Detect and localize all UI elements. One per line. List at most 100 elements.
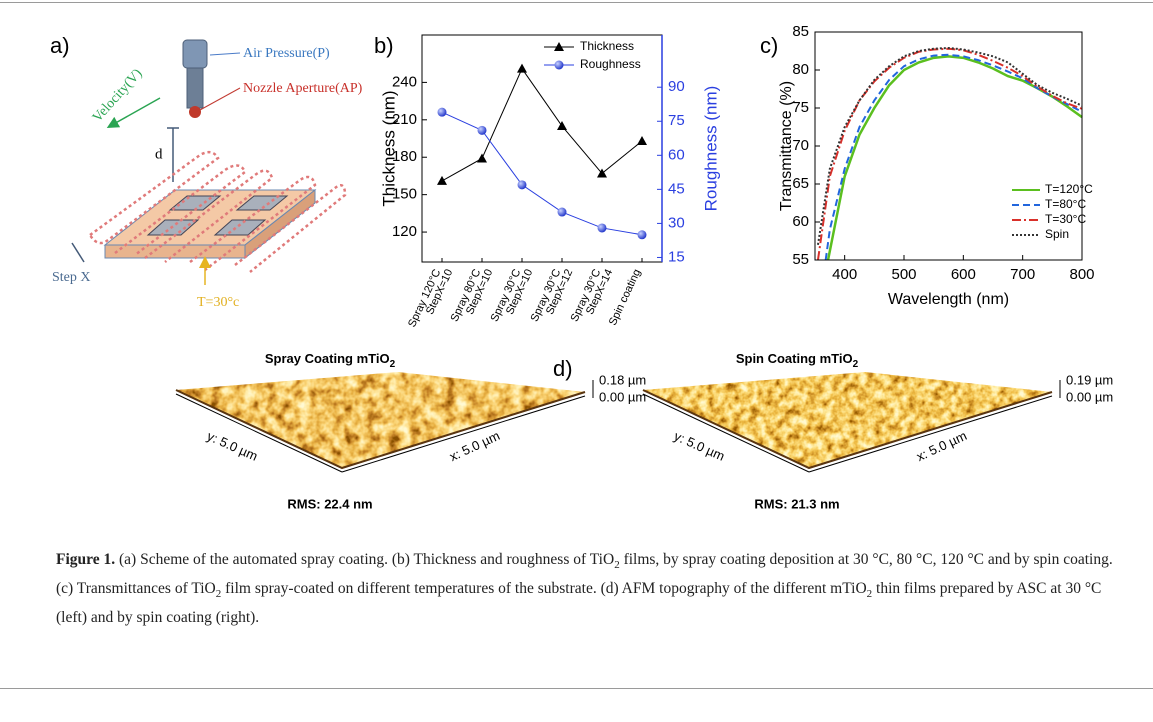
- series-line: [824, 53, 1083, 261]
- caption-text: film spray-coated on different temperatu…: [221, 580, 867, 598]
- legend-label: Thickness: [580, 39, 634, 53]
- y2-tick-label: 30: [668, 214, 685, 231]
- subscript: 2: [853, 359, 859, 370]
- subscript: 2: [866, 588, 873, 601]
- velocity-arrow: [106, 97, 161, 128]
- axis: [175, 393, 343, 473]
- z-max: 0.18 µm: [599, 372, 646, 387]
- series-line: [816, 46, 1083, 245]
- y-tick-label: 55: [792, 251, 809, 268]
- marker: [637, 230, 647, 240]
- marker: [477, 125, 487, 135]
- afm-title: Spray Coating mTiO2: [265, 351, 396, 369]
- step-bar: [71, 242, 85, 263]
- marker: [517, 180, 527, 190]
- y-tick-label: 65: [792, 175, 809, 192]
- legend-label: T=30°C: [1045, 212, 1086, 226]
- legend-marker: [554, 42, 564, 51]
- y2-tick-label: 45: [668, 180, 685, 197]
- legend-label: Spin: [1045, 227, 1069, 241]
- y-tick-label: 210: [392, 111, 417, 128]
- subscript: 2: [390, 359, 396, 370]
- marker: [637, 136, 647, 146]
- spray-path: [88, 150, 347, 273]
- pointer: [199, 87, 241, 111]
- y-tick-label: 70: [792, 137, 809, 154]
- legend-label: T=120°C: [1045, 182, 1093, 196]
- y-axis-label: y: 5.0 µm: [672, 428, 727, 464]
- y-tick-label: 85: [792, 23, 809, 40]
- marker: [557, 121, 567, 131]
- marker: [437, 107, 447, 117]
- label: Velocity(V): [90, 66, 146, 125]
- panel-label: c): [760, 33, 778, 58]
- marker: [557, 207, 567, 217]
- series-line: [441, 67, 643, 182]
- axis: [808, 395, 1053, 473]
- nozzle-body: [182, 39, 208, 69]
- caption: Figure 1. (a) Scheme of the automated sp…: [56, 548, 1126, 630]
- y-tick-label: 75: [792, 99, 809, 116]
- series-line: [441, 111, 643, 236]
- nozzle-neck: [186, 67, 204, 109]
- rms: RMS: 21.3 nm: [754, 496, 839, 511]
- y2-tick-label: 15: [668, 248, 685, 265]
- subscript: 2: [215, 588, 222, 601]
- x-tick-label: 500: [891, 266, 916, 283]
- y2-tick-label: 60: [668, 146, 685, 163]
- y-axis-label: Thickness (nm): [379, 90, 398, 206]
- caption-text: (a) Scheme of the automated spray coatin…: [115, 551, 615, 568]
- label: d: [155, 146, 163, 162]
- y2-tick-label: 90: [668, 78, 685, 95]
- marker: [477, 153, 487, 163]
- plot-frame: [814, 31, 1083, 261]
- x-tick-label: 800: [1069, 266, 1094, 283]
- axis: [642, 393, 810, 473]
- top-rule: [0, 2, 1153, 3]
- title-text: Spin Coating mTiO: [736, 351, 853, 366]
- y-tick-label: 180: [392, 148, 417, 165]
- label: T=30°c: [197, 295, 239, 310]
- label: Nozzle Aperture(AP): [243, 81, 363, 96]
- y-tick-label: 150: [392, 186, 417, 203]
- nozzle-tip: [189, 106, 201, 118]
- marker: [597, 168, 607, 178]
- y-axis-label: Transmittance (%): [778, 81, 795, 211]
- legend-label: T=80°C: [1045, 197, 1086, 211]
- y-tick-label: 240: [392, 73, 417, 90]
- bottom-rule: [0, 688, 1153, 689]
- x-tick-label: 700: [1010, 266, 1035, 283]
- label: Air Pressure(P): [243, 46, 330, 61]
- rms: RMS: 22.4 nm: [287, 496, 372, 511]
- y-tick-label: 120: [392, 223, 417, 240]
- marker: [597, 223, 607, 233]
- sample: [213, 219, 267, 236]
- substrate: [244, 188, 316, 260]
- caption-text: thin films prepared by ASC at 30 °C (lef…: [56, 580, 1102, 627]
- afm-edge: [642, 389, 1053, 470]
- marker: [517, 63, 527, 73]
- x-tick-label: 600: [951, 266, 976, 283]
- z-max: 0.19 µm: [1066, 372, 1113, 387]
- series-line: [826, 55, 1083, 261]
- label: Step X: [52, 270, 91, 285]
- legend-label: Roughness: [580, 57, 641, 71]
- title-text: Spray Coating mTiO: [265, 351, 390, 366]
- z-min: 0.00 µm: [1066, 389, 1113, 404]
- y2-axis-label: Roughness (nm): [701, 86, 720, 212]
- panel-label: b): [374, 33, 394, 58]
- x-axis-label: Wavelength (nm): [888, 291, 1009, 308]
- figure-label: Figure 1.: [56, 551, 116, 568]
- y-axis-label: y: 5.0 µm: [205, 428, 260, 464]
- panel-label: a): [50, 33, 70, 58]
- y2-tick-label: 75: [668, 112, 685, 129]
- subscript: 2: [614, 559, 620, 572]
- panel-label: d): [553, 356, 573, 381]
- y-tick-label: 80: [792, 61, 809, 78]
- afm-title: Spin Coating mTiO2: [736, 351, 859, 369]
- scheme: a) Air Pressure(P) Nozzle Aperture(AP) V…: [50, 33, 363, 310]
- z-min: 0.00 µm: [599, 389, 646, 404]
- axis: [341, 395, 586, 473]
- marker: [437, 175, 447, 185]
